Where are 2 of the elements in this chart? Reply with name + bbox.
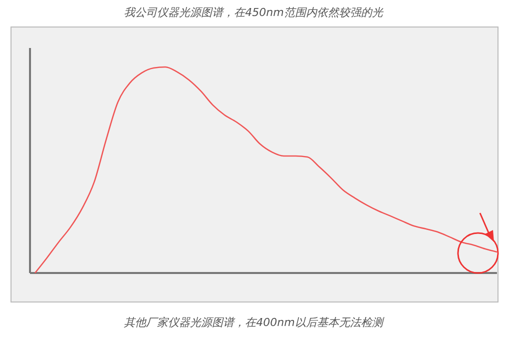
text: 其他厂家仪器光源图谱，在400nm以后基本无法检测 [124, 316, 385, 329]
chart-title: 我公司仪器光源图谱，在450nm范围内依然较强的光 [124, 6, 384, 19]
